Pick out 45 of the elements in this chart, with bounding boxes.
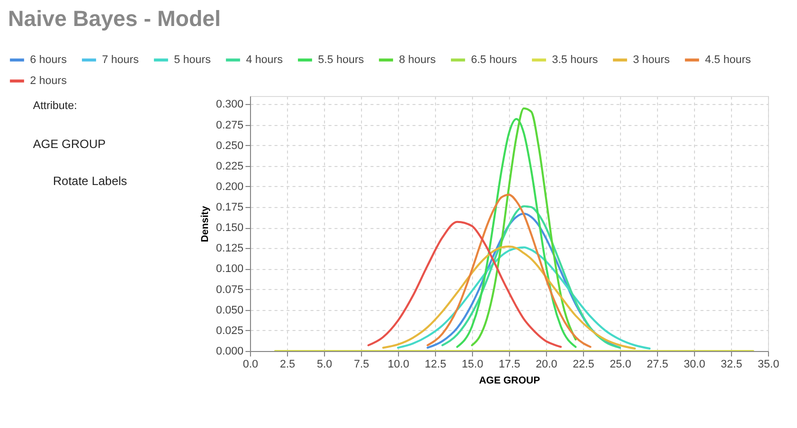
y-tick-label: 0.300 (216, 98, 244, 111)
x-tick-label: 12.5 (424, 358, 446, 370)
y-tick-label: 0.200 (216, 180, 244, 193)
x-axis-title: AGE GROUP (478, 376, 540, 386)
y-tick-label: 0.250 (216, 140, 244, 152)
y-tick-label: 0.125 (216, 242, 244, 255)
legend-label: 6 hours (30, 54, 68, 66)
y-tick-label: 0.050 (216, 304, 244, 316)
legend-label: 3 hours (633, 54, 670, 66)
x-tick-label: 7.5 (354, 358, 370, 370)
y-tick-label: 0.075 (216, 284, 244, 296)
y-tick-label: 0.175 (216, 202, 244, 214)
x-tick-label: 30.0 (684, 358, 706, 370)
x-tick-label: 17.5 (498, 358, 520, 370)
y-tick-label: 0.150 (216, 222, 244, 234)
y-tick-label: 0.025 (216, 324, 244, 337)
x-tick-label: 2.5 (280, 358, 296, 370)
chart-title: Naive Bayes - Model (8, 6, 221, 31)
legend-label: 4.5 hours (705, 54, 752, 66)
legend-label: 4 hours (246, 54, 284, 66)
legend-label: 3.5 hours (552, 54, 598, 66)
x-tick-label: 20.0 (536, 358, 558, 370)
legend-label: 2 hours (30, 75, 68, 87)
x-tick-label: 32.5 (720, 358, 742, 370)
y-tick-label: 0.000 (216, 346, 244, 358)
x-tick-label: 0.0 (242, 358, 258, 370)
x-tick-label: 27.5 (646, 358, 668, 370)
legend-label: 6.5 hours (471, 54, 518, 66)
text: AGE GROUP (33, 137, 106, 151)
x-tick-label: 25.0 (610, 358, 632, 370)
legend-label: 7 hours (102, 54, 140, 66)
y-tick-label: 0.225 (216, 160, 244, 172)
x-tick-label: 35.0 (758, 358, 780, 370)
y-tick-label: 0.100 (216, 263, 244, 276)
y-axis-title: Density (200, 206, 211, 242)
x-tick-label: 22.5 (572, 358, 594, 370)
y-tick-label: 0.275 (216, 119, 244, 132)
x-tick-label: 10.0 (388, 358, 410, 370)
legend-label: 5 hours (174, 54, 212, 66)
text: Attribute: (33, 100, 78, 112)
legend-label: 5.5 hours (318, 54, 364, 66)
x-tick-label: 15.0 (462, 358, 484, 370)
text: Rotate Labels (53, 174, 128, 188)
x-tick-label: 5.0 (316, 358, 332, 370)
legend-label: 8 hours (399, 54, 436, 66)
